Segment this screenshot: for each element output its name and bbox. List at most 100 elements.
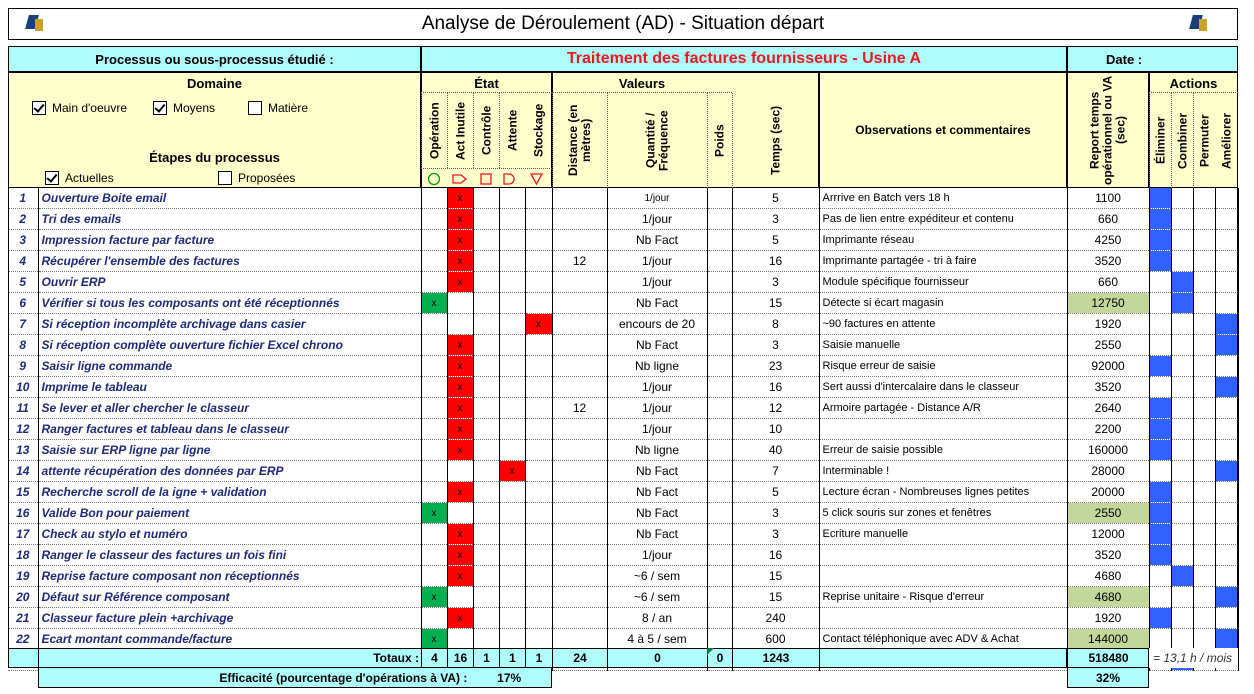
step-number[interactable]: 7 [8,313,39,335]
state-cell[interactable] [421,334,448,356]
action-cell[interactable] [1171,355,1194,377]
time-cell[interactable]: 16 [732,376,820,398]
step-name[interactable]: Ouvrir ERP [38,271,422,293]
action-cell[interactable] [1171,271,1194,293]
report-cell[interactable]: 3520 [1067,250,1150,272]
report-cell[interactable]: 3520 [1067,376,1150,398]
weight-cell[interactable] [707,523,733,545]
distance-cell[interactable] [552,586,608,608]
time-cell[interactable]: 12 [732,397,820,419]
state-cell[interactable] [473,481,500,503]
time-cell[interactable]: 240 [732,607,820,629]
quantity-cell[interactable]: Nb Fact [607,460,708,482]
action-cell[interactable] [1149,376,1172,398]
weight-cell[interactable] [707,355,733,377]
action-cell[interactable] [1149,397,1172,419]
distance-cell[interactable] [552,628,608,650]
quantity-cell[interactable]: 1/jour [607,250,708,272]
step-name[interactable]: Récupérer l'ensemble des factures [38,250,422,272]
action-cell[interactable] [1215,439,1239,461]
state-cell[interactable] [525,355,553,377]
action-cell[interactable] [1149,523,1172,545]
time-cell[interactable]: 8 [732,313,820,335]
state-cell[interactable] [499,565,526,587]
action-cell[interactable] [1215,271,1239,293]
report-cell[interactable]: 2550 [1067,334,1150,356]
report-cell[interactable]: 12750 [1067,292,1150,314]
step-number[interactable]: 18 [8,544,39,566]
weight-cell[interactable] [707,292,733,314]
report-cell[interactable]: 1100 [1067,188,1150,209]
step-name[interactable]: Ranger factures et tableau dans le class… [38,418,422,440]
distance-cell[interactable] [552,544,608,566]
observation-cell[interactable]: Contact téléphonique avec ADV & Achat [819,628,1068,650]
observation-cell[interactable]: Reprise unitaire - Risque d'erreur [819,586,1068,608]
report-cell[interactable]: 2200 [1067,418,1150,440]
distance-cell[interactable] [552,565,608,587]
action-cell[interactable] [1171,292,1194,314]
report-cell[interactable]: 1920 [1067,313,1150,335]
action-cell[interactable] [1171,313,1194,335]
state-cell[interactable] [499,376,526,398]
weight-cell[interactable] [707,607,733,629]
report-cell[interactable]: 660 [1067,208,1150,230]
action-cell[interactable] [1215,481,1239,503]
weight-cell[interactable] [707,250,733,272]
quantity-cell[interactable]: Nb Fact [607,502,708,524]
state-cell[interactable] [473,355,500,377]
distance-cell[interactable] [552,188,608,209]
step-name[interactable]: Si réception complète ouverture fichier … [38,334,422,356]
action-cell[interactable] [1215,250,1239,272]
weight-cell[interactable] [707,271,733,293]
distance-cell[interactable] [552,271,608,293]
state-cell[interactable] [473,250,500,272]
step-name[interactable]: Saisie sur ERP ligne par ligne [38,439,422,461]
state-cell[interactable] [421,313,448,335]
step-number[interactable]: 17 [8,523,39,545]
action-cell[interactable] [1149,460,1172,482]
state-cell[interactable]: x [499,460,526,482]
state-cell[interactable] [525,607,553,629]
state-cell[interactable] [499,397,526,419]
distance-cell[interactable] [552,523,608,545]
state-cell[interactable] [447,460,474,482]
action-cell[interactable] [1193,250,1216,272]
state-cell[interactable] [473,188,500,209]
action-cell[interactable] [1149,628,1172,650]
state-cell[interactable] [499,334,526,356]
state-cell[interactable] [499,607,526,629]
state-cell[interactable] [421,188,448,209]
state-cell[interactable]: x [421,628,448,650]
action-cell[interactable] [1171,586,1194,608]
quantity-cell[interactable]: 4 à 5 / sem [607,628,708,650]
step-name[interactable]: Se lever et aller chercher le classeur [38,397,422,419]
state-cell[interactable] [421,229,448,251]
distance-cell[interactable] [552,355,608,377]
report-cell[interactable]: 2640 [1067,397,1150,419]
state-cell[interactable] [421,397,448,419]
action-cell[interactable] [1193,334,1216,356]
stage-check-actuelles[interactable]: Actuelles [45,171,114,185]
action-cell[interactable] [1193,292,1216,314]
action-cell[interactable] [1215,502,1239,524]
state-cell[interactable] [447,628,474,650]
step-name[interactable]: Classeur facture plein +archivage [38,607,422,629]
state-cell[interactable] [525,502,553,524]
distance-cell[interactable] [552,460,608,482]
state-cell[interactable] [499,544,526,566]
action-cell[interactable] [1215,397,1239,419]
state-cell[interactable] [447,292,474,314]
action-cell[interactable] [1171,502,1194,524]
report-cell[interactable]: 12000 [1067,523,1150,545]
time-cell[interactable]: 16 [732,250,820,272]
action-cell[interactable] [1171,481,1194,503]
action-cell[interactable] [1171,208,1194,230]
weight-cell[interactable] [707,481,733,503]
action-cell[interactable] [1171,523,1194,545]
action-cell[interactable] [1149,355,1172,377]
state-cell[interactable] [473,565,500,587]
state-cell[interactable] [499,250,526,272]
state-cell[interactable] [421,544,448,566]
report-cell[interactable]: 28000 [1067,460,1150,482]
state-cell[interactable]: x [447,355,474,377]
